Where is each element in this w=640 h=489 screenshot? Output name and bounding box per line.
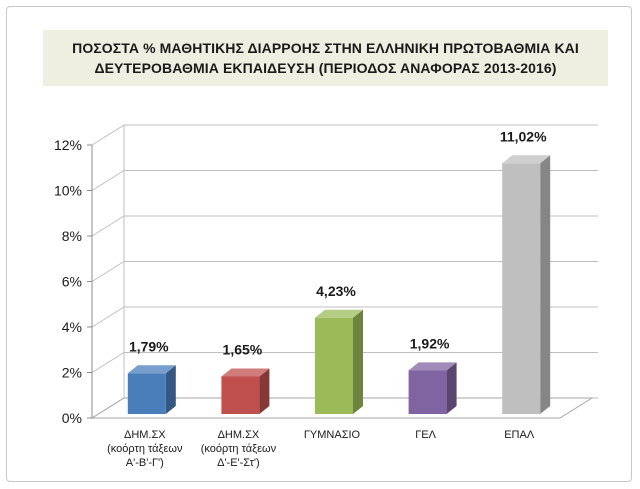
category-label-3-line-0: ΓΕΛ xyxy=(415,429,436,441)
grid-diagonal-6 xyxy=(91,124,125,146)
grid-diagonal-3 xyxy=(91,261,125,282)
chart-title: ΠΟΣΟΣΤΑ % ΜΑΘΗΤΙΚΗΣ ΔΙΑΡΡΟΗΣ ΣΤΗΝ ΕΛΛΗΝΙ… xyxy=(43,30,608,86)
bar-side-2 xyxy=(353,309,363,414)
data-label-3: 1,92% xyxy=(410,335,450,351)
category-label-1-line-1: (κοόρτη τάξεων xyxy=(201,443,277,455)
bar-0 xyxy=(127,365,176,414)
y-tick-label-5: 10% xyxy=(54,183,82,199)
bar-1 xyxy=(221,368,270,414)
bar-front-0 xyxy=(127,373,166,414)
category-label-4: ΕΠΑΛ xyxy=(504,429,535,441)
category-label-3: ΓΕΛ xyxy=(415,429,436,441)
bar-top-4 xyxy=(502,155,551,164)
chart-floor xyxy=(90,397,594,419)
grid-diagonal-5 xyxy=(91,170,125,191)
category-label-2-line-0: ΓΥΜΝΑΣΙΟ xyxy=(304,429,361,441)
grid-diagonal-4 xyxy=(91,215,125,237)
category-label-1: ΔΗΜ.ΣΧ (κοόρτη τάξεων Δ'-Ε'-Στ') xyxy=(201,429,277,469)
category-label-1-line-0: ΔΗΜ.ΣΧ xyxy=(218,429,260,441)
bar-side-0 xyxy=(165,365,176,414)
category-label-0: ΔΗΜ.ΣΧ (κοόρτη τάξεων Α'-Β'-Γ') xyxy=(107,429,183,469)
y-tick-label-0: 0% xyxy=(62,410,82,426)
y-tick-label-1: 2% xyxy=(62,365,82,381)
chart-title-line-2: ΔΕΥΤΕΡΟΒΑΘΜΙΑ ΕΚΠΑΙΔΕΥΣΗ (ΠΕΡΙΟΔΟΣ ΑΝΑΦΟ… xyxy=(94,60,557,76)
bar-side-3 xyxy=(446,362,457,414)
grid-diagonal-2 xyxy=(91,306,125,328)
y-tick-label-3: 6% xyxy=(62,274,82,290)
data-label-1: 1,65% xyxy=(223,341,263,357)
bar-side-1 xyxy=(259,368,270,414)
y-tick-label-4: 8% xyxy=(62,228,82,244)
y-tick-label-6: 12% xyxy=(54,137,82,153)
bar-top-0 xyxy=(127,365,176,374)
bar-front-4 xyxy=(502,163,541,414)
bar-4 xyxy=(502,155,551,415)
bar-front-3 xyxy=(408,370,447,414)
bar-top-2 xyxy=(315,309,363,318)
data-label-2: 4,23% xyxy=(316,283,356,299)
category-label-0-line-1: (κοόρτη τάξεων xyxy=(107,443,183,455)
bar-top-3 xyxy=(408,362,457,371)
bar-top-1 xyxy=(221,368,270,377)
category-label-0-line-0: ΔΗΜ.ΣΧ xyxy=(124,429,166,441)
category-label-0-line-2: Α'-Β'-Γ') xyxy=(126,457,164,469)
y-tick-label-2: 4% xyxy=(62,319,82,335)
bar-2 xyxy=(315,309,363,414)
data-label-0: 1,79% xyxy=(129,338,169,354)
bar-front-2 xyxy=(315,317,353,414)
category-label-4-line-0: ΕΠΑΛ xyxy=(504,429,535,441)
chart-title-line-1: ΠΟΣΟΣΤΑ % ΜΑΘΗΤΙΚΗΣ ΔΙΑΡΡΟΗΣ ΣΤΗΝ ΕΛΛΗΝΙ… xyxy=(72,40,579,56)
bar-front-1 xyxy=(221,376,260,414)
category-label-2: ΓΥΜΝΑΣΙΟ xyxy=(304,429,361,441)
category-label-1-line-2: Δ'-Ε'-Στ') xyxy=(217,457,260,469)
grid-diagonal-1 xyxy=(91,352,125,373)
bar-3 xyxy=(408,362,457,414)
bar-side-4 xyxy=(540,155,551,415)
data-label-4: 11,02% xyxy=(500,128,547,144)
